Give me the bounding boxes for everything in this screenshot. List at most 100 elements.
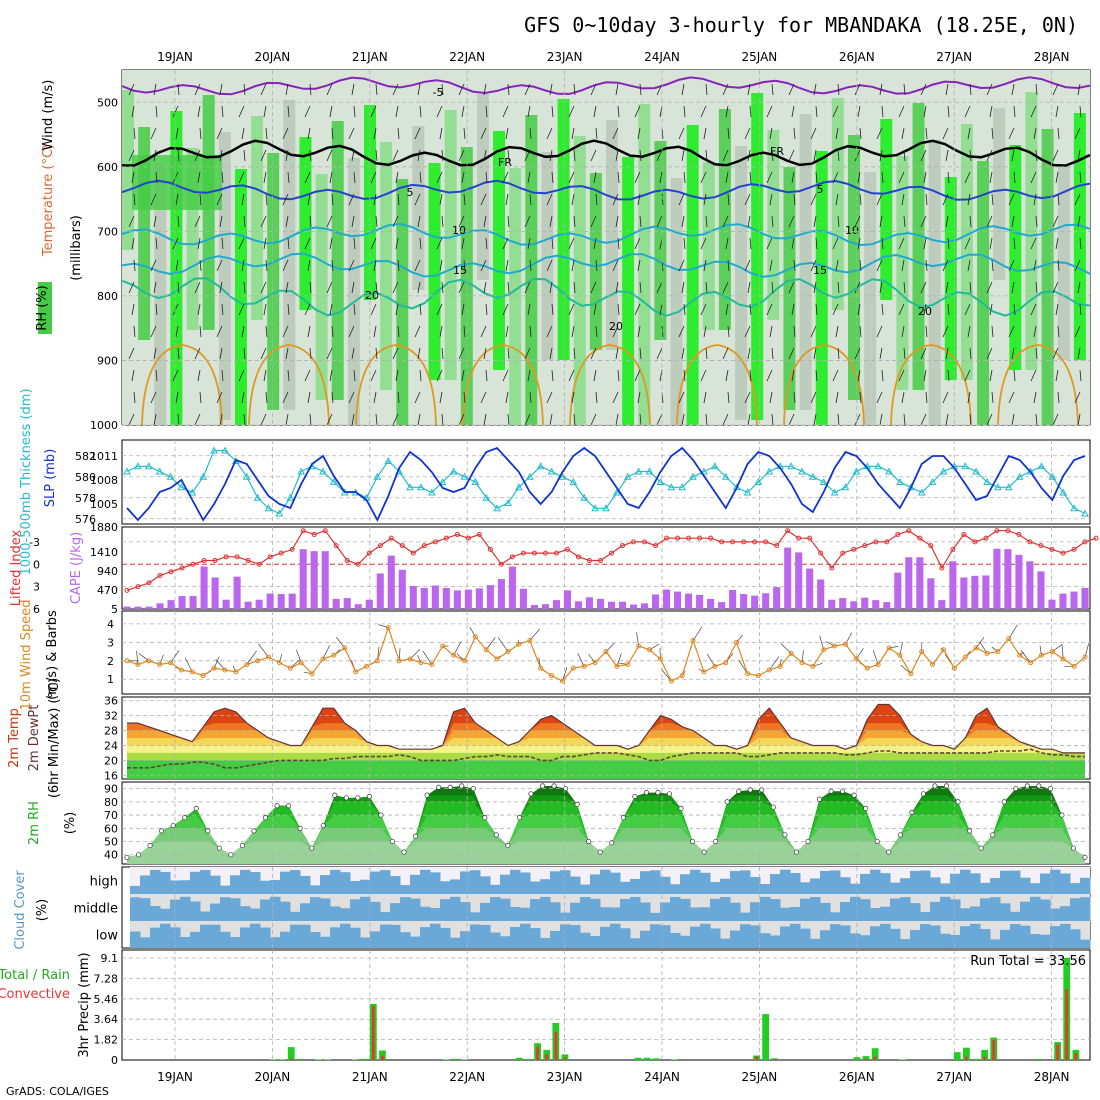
thickness-point (144, 462, 153, 470)
wind-barb-10m (258, 643, 269, 658)
wind-speed-line (126, 625, 1086, 682)
li-point (520, 550, 526, 556)
wind-barb (155, 171, 158, 184)
cloud-bar-high (750, 876, 761, 894)
wind-barb (744, 325, 751, 338)
cape-tick-label: 470 (97, 584, 118, 597)
li-point (730, 539, 736, 545)
cloud-bar-high (980, 882, 991, 894)
li-point (895, 531, 901, 537)
wind-speed-point (897, 652, 903, 658)
cape-bar (1048, 599, 1056, 609)
thickness-point (199, 472, 208, 480)
rh-point (539, 783, 546, 789)
thickness-point (1015, 472, 1024, 480)
wind-speed-point (516, 641, 522, 647)
rh-shade-column (364, 105, 376, 300)
wind-barb (329, 303, 333, 316)
cape-bar (618, 601, 627, 609)
cape-bar (718, 602, 726, 609)
wind-barb (397, 127, 400, 140)
li-point (432, 539, 438, 545)
wind-barb (744, 259, 751, 272)
date-label-top: 28JAN (1034, 50, 1070, 64)
cloud-bar-low (810, 938, 821, 948)
wind-barb (925, 391, 928, 404)
cape-bar (883, 602, 891, 609)
rh-point (355, 795, 361, 801)
cloud-bar-high (590, 874, 601, 894)
cloud-bar-low (680, 935, 691, 948)
rh-point (309, 845, 315, 851)
wind-speed-point (570, 665, 576, 671)
wind-barb (505, 193, 509, 206)
cloud-bar-middle (1060, 906, 1071, 921)
cape-bar (563, 590, 571, 609)
li-point (807, 535, 813, 541)
thickness-point (188, 488, 197, 496)
thickness-point (623, 472, 632, 480)
wind-barb (749, 237, 752, 250)
cloud-bar-high (420, 869, 431, 894)
wind-barb (329, 105, 333, 118)
wind-barb (810, 193, 817, 206)
thickness-point (994, 483, 1002, 491)
cape-bar (652, 594, 660, 609)
cloud-bar-low (750, 925, 761, 948)
cloud-bar-middle (640, 902, 651, 921)
rh-point (1059, 812, 1065, 818)
precip-conv-bar (1074, 1053, 1078, 1060)
date-label-bottom: 27JAN (936, 1070, 972, 1084)
wind-barb (1077, 347, 1081, 360)
precip-total-bar (461, 1059, 468, 1060)
wind-barb (175, 127, 179, 140)
wind-barb (573, 347, 576, 360)
wind-barb (1008, 325, 1015, 338)
cloud-bar-low (1010, 924, 1021, 948)
wind-barb (639, 83, 642, 96)
li-point (245, 558, 251, 564)
rh-point (574, 801, 580, 808)
thickness-point (406, 483, 414, 491)
panel-frame-wind (121, 610, 1091, 695)
wind-barb (1013, 105, 1016, 118)
li-point (620, 543, 626, 549)
temp-axis-label: 2m Temp (7, 708, 22, 768)
wind-barb (150, 259, 157, 272)
wind-speed-point (451, 652, 457, 658)
wind-barb (788, 347, 795, 360)
wind-barb (637, 193, 641, 206)
wind-barb (747, 413, 751, 426)
thickness-point (329, 477, 338, 485)
cloud-bar-low (320, 936, 331, 948)
cloud-bar-high (330, 869, 341, 894)
wind-barb (194, 149, 201, 162)
wind-barb (593, 303, 597, 316)
precip-total-bar (643, 1057, 651, 1060)
cape-bar (949, 561, 957, 609)
rh-point (620, 815, 626, 821)
cape-bar (200, 566, 208, 609)
isotherm-line-25 (355, 344, 437, 426)
li-point (653, 543, 659, 549)
wind-speed-point (135, 661, 141, 667)
precip-total-bar (360, 1058, 368, 1060)
cloud-row-label: high (90, 875, 118, 890)
wind-barb (133, 325, 136, 338)
rh-shade-column (1025, 92, 1038, 370)
wind-barb (991, 127, 994, 140)
wind-barb (419, 369, 422, 382)
thickness-point (1081, 509, 1089, 517)
precip-conv-bar (992, 1039, 996, 1060)
rh-shade-column (864, 172, 877, 425)
wind-barb (282, 325, 289, 338)
precip-total-bar (634, 1057, 642, 1060)
cape-bar (244, 601, 252, 609)
wind-barb (128, 215, 135, 228)
li-point (818, 550, 824, 556)
wind-barb (791, 171, 795, 184)
wind-barb (967, 259, 971, 272)
li-point (465, 535, 471, 541)
wind-barb (219, 83, 223, 96)
wind-barb (1052, 347, 1059, 360)
